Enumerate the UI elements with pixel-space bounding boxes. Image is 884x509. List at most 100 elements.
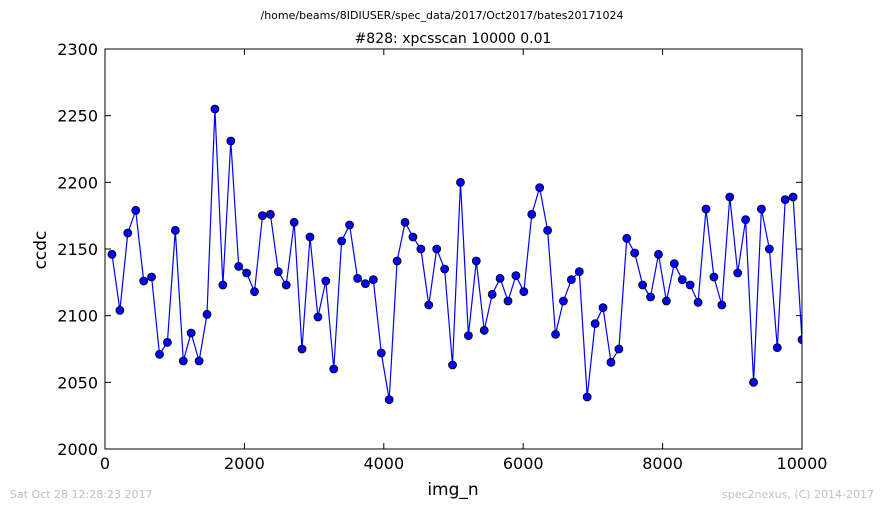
data-point [432, 244, 442, 254]
data-point [543, 225, 552, 235]
footer-timestamp: Sat Oct 28 12:28:23 2017 [10, 488, 152, 501]
data-point [630, 248, 640, 258]
data-point [258, 211, 267, 221]
x-axis-label: img_n [427, 480, 478, 500]
data-point [162, 337, 172, 347]
data-point [115, 305, 125, 315]
y-tick-label: 2000 [57, 440, 98, 459]
data-point [321, 276, 331, 286]
file-path-header: /home/beams/8IDIUSER/spec_data/2017/Oct2… [261, 9, 624, 22]
data-point [107, 249, 117, 259]
y-tick-label: 2200 [57, 173, 98, 192]
data-point [448, 360, 457, 370]
data-point [147, 272, 156, 282]
data-point [662, 296, 671, 306]
data-point [242, 268, 252, 278]
data-point [511, 271, 521, 281]
y-tick-label: 2100 [57, 307, 98, 326]
data-point [693, 297, 703, 307]
data-point [170, 225, 180, 235]
data-point [566, 275, 576, 285]
footer-credit: spec2nexus, (C) 2014-2017 [722, 488, 874, 501]
data-point [226, 136, 236, 146]
data-point [178, 356, 188, 366]
data-point [464, 331, 473, 341]
data-point [202, 309, 212, 319]
data-point [384, 395, 394, 405]
data-point [329, 364, 339, 374]
series-line [111, 108, 802, 400]
data-point [273, 267, 283, 277]
data-point [360, 279, 370, 289]
data-point [250, 287, 259, 297]
data-point [535, 183, 545, 193]
data-point [368, 275, 378, 285]
data-point [456, 177, 465, 187]
data-point [622, 233, 632, 243]
data-point [234, 261, 244, 271]
data-point [780, 195, 790, 205]
data-point [345, 220, 354, 230]
data-point [305, 232, 315, 242]
data-point [717, 300, 727, 310]
data-point [281, 280, 291, 290]
data-point [313, 312, 323, 322]
data-point [353, 273, 362, 283]
data-point [400, 217, 410, 227]
plot-layer [107, 104, 802, 405]
data-point [289, 217, 299, 227]
data-point [701, 204, 711, 214]
data-point [139, 276, 149, 286]
x-tick-label: 0 [100, 454, 110, 473]
data-point [471, 256, 481, 266]
data-point [424, 300, 434, 310]
data-point [559, 296, 568, 306]
y-tick-label: 2300 [57, 40, 98, 59]
data-point [677, 275, 687, 285]
x-tick-label: 4000 [363, 454, 404, 473]
data-point [788, 192, 798, 202]
data-point [614, 344, 624, 354]
data-point [210, 104, 220, 114]
data-point [757, 204, 766, 214]
data-point [519, 287, 529, 297]
data-point [764, 244, 774, 254]
data-point [749, 377, 758, 387]
data-point [654, 249, 663, 259]
x-tick-label: 10000 [777, 454, 828, 473]
data-point [551, 329, 560, 339]
data-point [685, 280, 695, 290]
axes-layer: 0 2000 4000 6000 8000 10000200020502100215022… [57, 40, 827, 473]
data-point [772, 343, 782, 353]
data-point [440, 264, 450, 274]
data-point [416, 244, 426, 254]
data-point [186, 328, 196, 338]
data-point [131, 205, 141, 215]
data-point [527, 209, 537, 219]
data-point [574, 267, 584, 277]
data-point [337, 236, 347, 246]
data-point [606, 357, 616, 367]
x-tick-label: 8000 [642, 454, 683, 473]
y-tick-label: 2050 [57, 373, 98, 392]
data-point [218, 280, 228, 290]
y-axis-label: ccdc [31, 231, 51, 270]
y-tick-label: 2250 [57, 107, 98, 126]
data-point [582, 392, 592, 402]
data-point [503, 296, 513, 306]
data-point [669, 259, 679, 269]
data-point [155, 349, 164, 359]
data-point [741, 215, 751, 225]
data-point [408, 232, 418, 242]
data-point [376, 348, 386, 358]
chart-title: #828: xpcsscan 10000 0.01 [355, 31, 552, 47]
x-tick-label: 2000 [224, 454, 265, 473]
data-point [598, 303, 608, 313]
y-tick-label: 2150 [57, 240, 98, 259]
data-point [725, 192, 735, 202]
data-point [123, 228, 133, 238]
data-point [709, 272, 719, 282]
data-point [733, 268, 743, 278]
data-point [638, 280, 648, 290]
